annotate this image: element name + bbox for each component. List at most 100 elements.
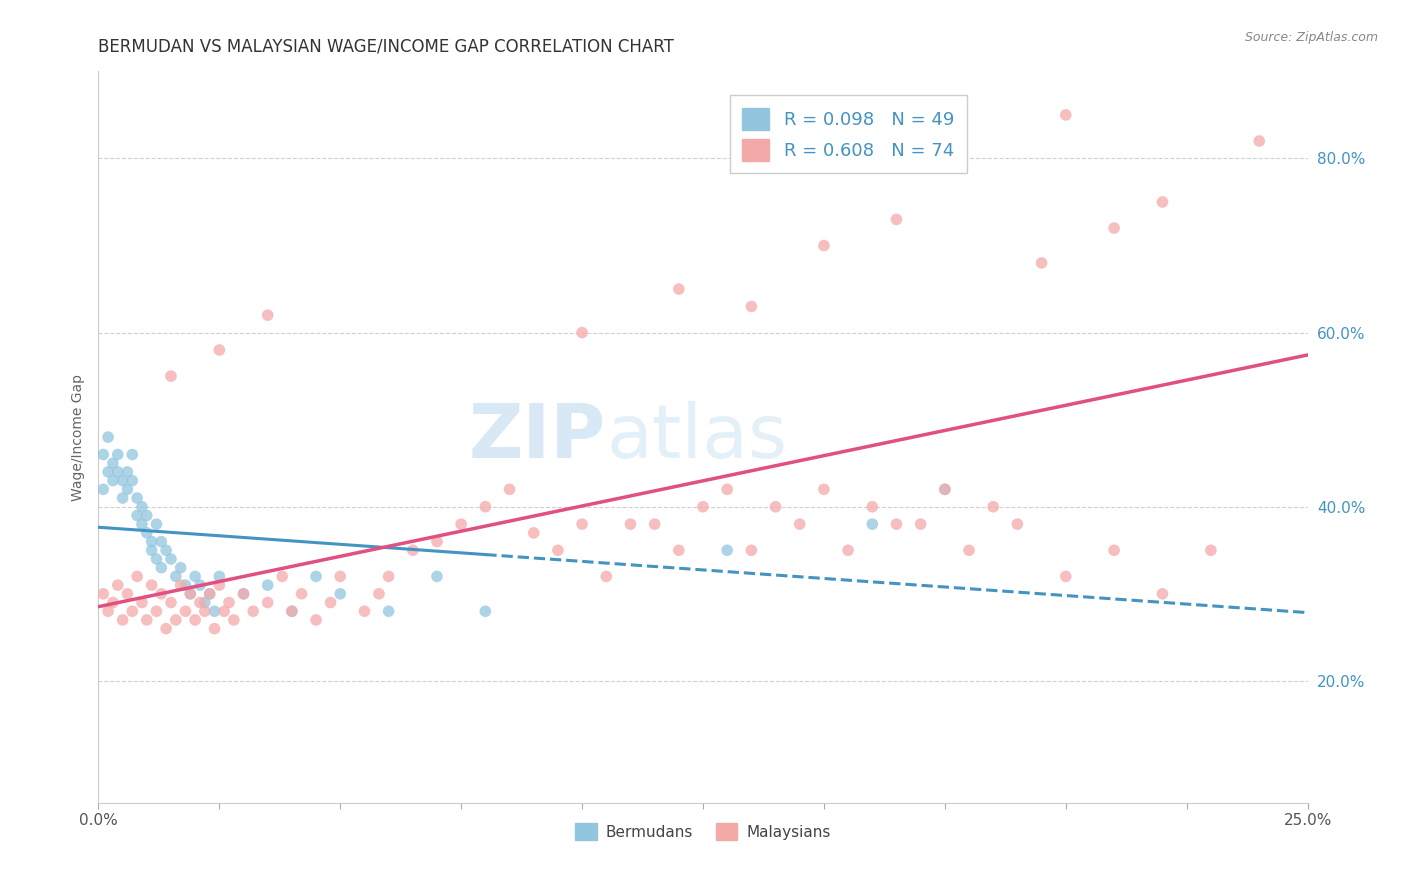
- Point: [934, 483, 956, 497]
- Point: [131, 500, 153, 514]
- Point: [1054, 108, 1077, 122]
- Point: [155, 622, 177, 636]
- Point: [426, 534, 449, 549]
- Point: [789, 517, 811, 532]
- Point: [91, 587, 114, 601]
- Point: [232, 587, 254, 601]
- Point: [169, 578, 191, 592]
- Point: [498, 483, 520, 497]
- Point: [619, 517, 641, 532]
- Point: [256, 595, 278, 609]
- Point: [155, 543, 177, 558]
- Point: [271, 569, 294, 583]
- Point: [595, 569, 617, 583]
- Point: [474, 500, 496, 514]
- Point: [131, 595, 153, 609]
- Point: [150, 560, 173, 574]
- Y-axis label: Wage/Income Gap: Wage/Income Gap: [70, 374, 84, 500]
- Point: [141, 578, 163, 592]
- Point: [668, 282, 690, 296]
- Point: [886, 212, 908, 227]
- Point: [377, 569, 399, 583]
- Point: [127, 491, 149, 505]
- Point: [160, 595, 183, 609]
- Point: [111, 474, 134, 488]
- Point: [1054, 569, 1077, 583]
- Point: [101, 474, 124, 488]
- Point: [117, 465, 139, 479]
- Point: [117, 587, 139, 601]
- Point: [141, 543, 163, 558]
- Point: [1152, 194, 1174, 209]
- Point: [194, 604, 217, 618]
- Point: [860, 500, 883, 514]
- Point: [242, 604, 264, 618]
- Point: [204, 622, 226, 636]
- Point: [194, 595, 217, 609]
- Point: [117, 483, 139, 497]
- Point: [329, 587, 352, 601]
- Point: [101, 456, 124, 470]
- Point: [716, 483, 738, 497]
- Point: [886, 517, 908, 532]
- Point: [305, 569, 328, 583]
- Point: [107, 578, 129, 592]
- Point: [97, 604, 120, 618]
- Point: [198, 587, 221, 601]
- Point: [319, 595, 342, 609]
- Point: [668, 543, 690, 558]
- Point: [131, 517, 153, 532]
- Point: [1031, 256, 1053, 270]
- Point: [135, 508, 157, 523]
- Point: [1102, 543, 1125, 558]
- Point: [281, 604, 304, 618]
- Point: [165, 569, 187, 583]
- Point: [256, 308, 278, 322]
- Point: [208, 569, 231, 583]
- Point: [474, 604, 496, 618]
- Point: [174, 604, 197, 618]
- Point: [256, 578, 278, 592]
- Point: [305, 613, 328, 627]
- Point: [111, 491, 134, 505]
- Point: [813, 238, 835, 252]
- Point: [740, 543, 762, 558]
- Point: [981, 500, 1004, 514]
- Point: [426, 569, 449, 583]
- Point: [165, 613, 187, 627]
- Point: [716, 543, 738, 558]
- Point: [111, 613, 134, 627]
- Point: [169, 560, 191, 574]
- Point: [571, 326, 593, 340]
- Point: [160, 552, 183, 566]
- Point: [179, 587, 201, 601]
- Point: [329, 569, 352, 583]
- Point: [127, 569, 149, 583]
- Point: [145, 552, 167, 566]
- Point: [97, 465, 120, 479]
- Point: [910, 517, 932, 532]
- Point: [127, 508, 149, 523]
- Point: [150, 534, 173, 549]
- Point: [1007, 517, 1029, 532]
- Point: [837, 543, 859, 558]
- Point: [644, 517, 666, 532]
- Point: [121, 448, 143, 462]
- Text: atlas: atlas: [606, 401, 787, 474]
- Point: [204, 604, 226, 618]
- Point: [368, 587, 391, 601]
- Point: [547, 543, 569, 558]
- Point: [188, 595, 211, 609]
- Point: [571, 517, 593, 532]
- Point: [402, 543, 425, 558]
- Point: [281, 604, 304, 618]
- Point: [107, 465, 129, 479]
- Point: [135, 613, 157, 627]
- Text: ZIP: ZIP: [470, 401, 606, 474]
- Point: [1102, 221, 1125, 235]
- Point: [150, 587, 173, 601]
- Point: [765, 500, 787, 514]
- Point: [860, 517, 883, 532]
- Point: [174, 578, 197, 592]
- Point: [97, 430, 120, 444]
